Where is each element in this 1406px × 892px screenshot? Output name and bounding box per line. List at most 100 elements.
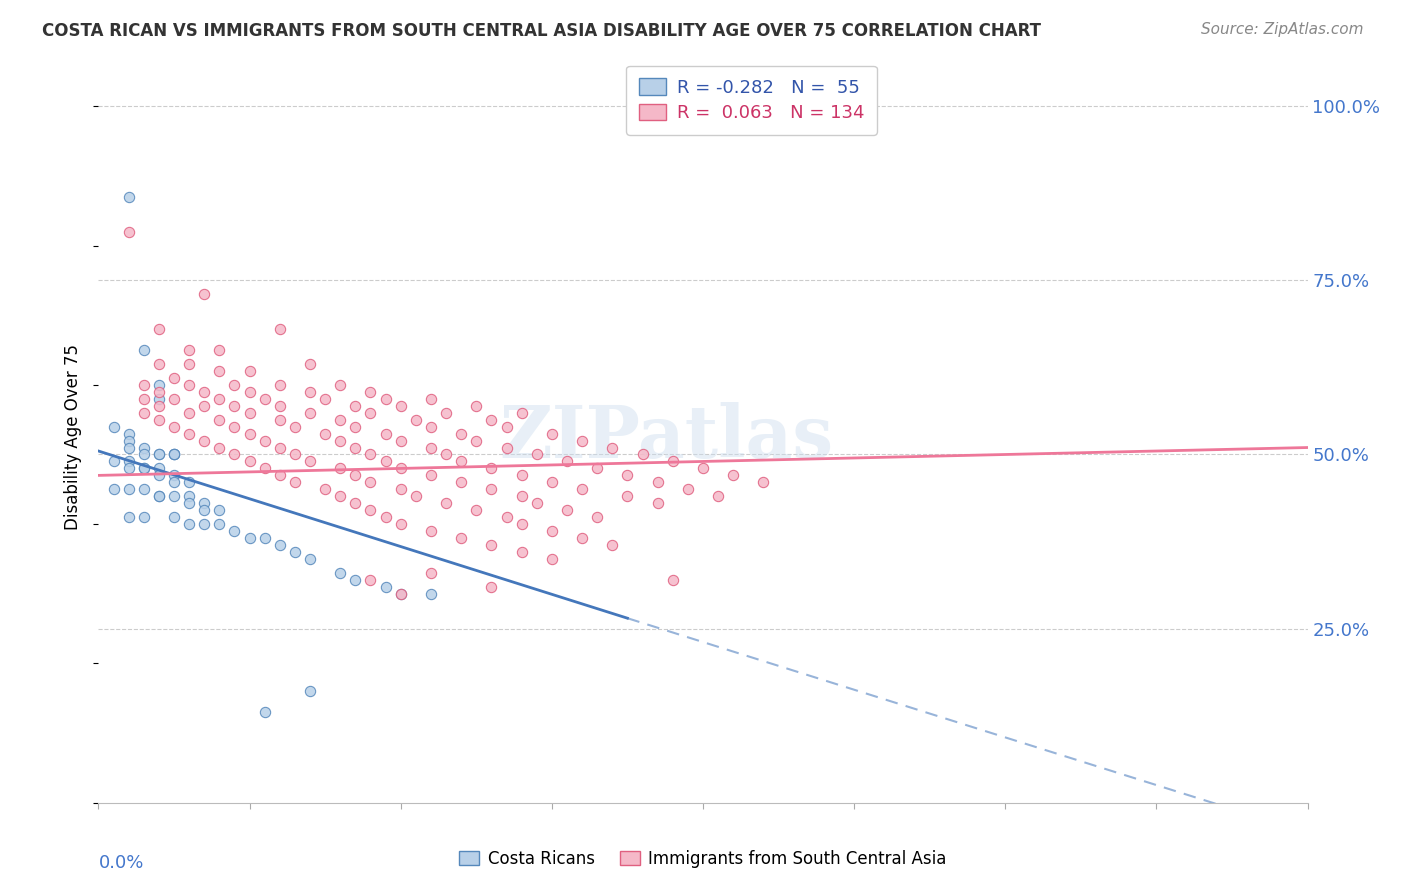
Point [540, 552, 562, 566]
Point [510, 406, 533, 420]
Point [450, 531, 472, 545]
Point [420, 392, 443, 406]
Point [193, 384, 215, 399]
Legend: R = -0.282   N =  55, R =  0.063   N = 134: R = -0.282 N = 55, R = 0.063 N = 134 [626, 66, 877, 135]
Point [163, 371, 186, 385]
Point [284, 419, 307, 434]
Point [148, 412, 170, 426]
Point [132, 392, 155, 406]
Point [148, 399, 170, 413]
Point [434, 406, 457, 420]
Point [118, 454, 141, 468]
Point [224, 448, 246, 462]
Point [707, 489, 730, 503]
Text: COSTA RICAN VS IMMIGRANTS FROM SOUTH CENTRAL ASIA DISABILITY AGE OVER 75 CORRELA: COSTA RICAN VS IMMIGRANTS FROM SOUTH CEN… [42, 22, 1042, 40]
Point [299, 552, 322, 566]
Point [118, 190, 141, 204]
Point [481, 412, 503, 426]
Point [420, 587, 443, 601]
Point [616, 468, 638, 483]
Point [118, 510, 141, 524]
Point [163, 448, 186, 462]
Point [495, 441, 517, 455]
Point [329, 434, 352, 448]
Point [193, 496, 215, 510]
Point [208, 392, 231, 406]
Point [540, 426, 562, 441]
Point [179, 489, 201, 503]
Point [465, 503, 488, 517]
Point [450, 454, 472, 468]
Point [420, 566, 443, 580]
Point [571, 434, 593, 448]
Point [405, 412, 427, 426]
Point [269, 441, 291, 455]
Point [269, 538, 291, 552]
Point [344, 441, 367, 455]
Text: ZIPatlas: ZIPatlas [499, 401, 834, 473]
Point [586, 461, 609, 475]
Point [179, 496, 201, 510]
Point [239, 364, 262, 378]
Point [571, 531, 593, 545]
Point [616, 489, 638, 503]
Legend: Costa Ricans, Immigrants from South Central Asia: Costa Ricans, Immigrants from South Cent… [453, 844, 953, 875]
Point [314, 426, 336, 441]
Point [314, 483, 336, 497]
Point [253, 531, 276, 545]
Point [374, 454, 396, 468]
Point [132, 461, 155, 475]
Point [661, 573, 683, 587]
Point [329, 412, 352, 426]
Point [752, 475, 775, 490]
Point [224, 377, 246, 392]
Point [269, 377, 291, 392]
Point [723, 468, 745, 483]
Point [208, 364, 231, 378]
Point [420, 468, 443, 483]
Point [344, 496, 367, 510]
Point [163, 392, 186, 406]
Point [299, 454, 322, 468]
Point [389, 587, 412, 601]
Point [269, 412, 291, 426]
Point [163, 448, 186, 462]
Point [329, 461, 352, 475]
Point [163, 448, 186, 462]
Point [163, 468, 186, 483]
Point [481, 580, 503, 594]
Point [132, 343, 155, 357]
Point [118, 483, 141, 497]
Point [299, 406, 322, 420]
Point [360, 475, 382, 490]
Point [269, 322, 291, 336]
Point [239, 406, 262, 420]
Point [344, 468, 367, 483]
Point [179, 357, 201, 371]
Point [148, 392, 170, 406]
Point [132, 377, 155, 392]
Point [193, 434, 215, 448]
Point [465, 434, 488, 448]
Point [179, 343, 201, 357]
Point [132, 510, 155, 524]
Point [526, 496, 548, 510]
Point [193, 287, 215, 301]
Point [179, 377, 201, 392]
Point [374, 510, 396, 524]
Point [389, 483, 412, 497]
Point [132, 461, 155, 475]
Point [510, 468, 533, 483]
Point [389, 434, 412, 448]
Point [360, 448, 382, 462]
Point [253, 434, 276, 448]
Point [118, 441, 141, 455]
Point [510, 489, 533, 503]
Point [179, 426, 201, 441]
Point [253, 461, 276, 475]
Point [329, 377, 352, 392]
Y-axis label: Disability Age Over 75: Disability Age Over 75 [65, 344, 83, 530]
Point [208, 441, 231, 455]
Point [208, 412, 231, 426]
Point [510, 517, 533, 532]
